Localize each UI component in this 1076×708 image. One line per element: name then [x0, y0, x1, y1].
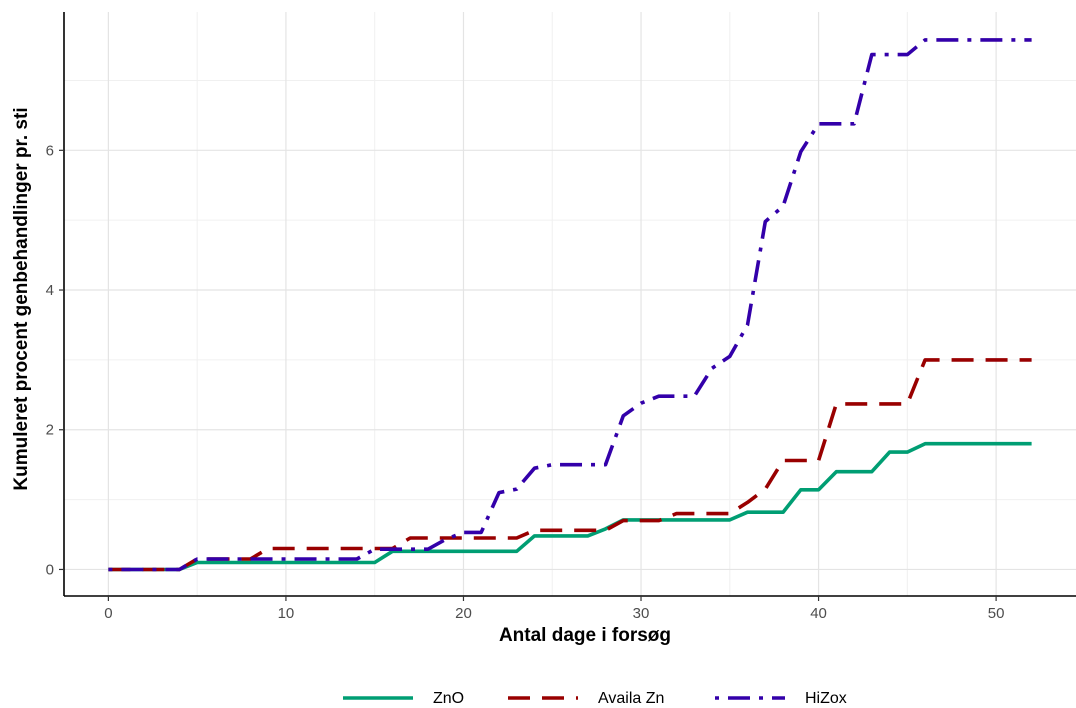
legend-label-hizox: HiZox: [805, 690, 847, 707]
y-tick-label: 4: [46, 282, 54, 299]
major-gridlines: [64, 12, 1076, 596]
minor-gridlines: [64, 12, 1076, 596]
x-tick-label: 40: [810, 605, 827, 622]
legend: ZnO Availa Zn HiZox: [343, 690, 847, 707]
legend-label-zno: ZnO: [433, 690, 464, 707]
axes: [63, 12, 1076, 597]
y-axis-title: Kumuleret procent genbehandlinger pr. st…: [11, 107, 32, 490]
y-tick-label: 2: [46, 422, 54, 439]
x-axis-ticks: 0 10 20 30 40 50: [104, 596, 1004, 622]
x-tick-label: 0: [104, 605, 112, 622]
x-tick-label: 20: [455, 605, 472, 622]
series-line-hizox: [108, 38, 1032, 572]
x-tick-label: 50: [988, 605, 1005, 622]
y-tick-label: 6: [46, 142, 54, 159]
series-line-zno: [108, 441, 1032, 572]
x-tick-label: 30: [633, 605, 650, 622]
x-axis-title: Antal dage i forsøg: [499, 625, 671, 646]
legend-label-availa-zn: Availa Zn: [598, 690, 664, 707]
y-tick-label: 0: [46, 561, 54, 578]
y-axis-ticks: 0 2 4 6: [46, 142, 64, 578]
x-tick-label: 10: [278, 605, 295, 622]
series-line-availa-zn: [108, 358, 1032, 572]
series-lines: [108, 38, 1032, 572]
